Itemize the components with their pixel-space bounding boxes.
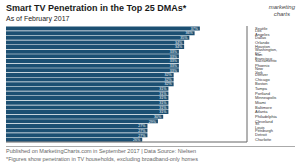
svg-text:27%: 27% (138, 124, 146, 128)
svg-text:31%: 31% (159, 92, 167, 96)
svg-text:31%: 31% (159, 87, 167, 91)
svg-text:31%: 31% (159, 101, 167, 105)
svg-text:34%: 34% (175, 41, 183, 45)
svg-text:31%: 31% (159, 96, 167, 100)
svg-text:35%: 35% (180, 36, 188, 40)
svg-text:36%: 36% (185, 31, 193, 35)
svg-text:33%: 33% (170, 64, 178, 68)
svg-text:33%: 33% (170, 55, 178, 59)
svg-text:32%: 32% (164, 82, 172, 86)
svg-text:29%: 29% (149, 120, 157, 124)
svg-text:32%: 32% (164, 73, 172, 77)
svg-text:33%: 33% (170, 59, 178, 63)
svg-text:Washington,DC: Washington,DC (255, 47, 277, 56)
svg-text:Charlotte: Charlotte (255, 137, 272, 142)
svg-text:27%: 27% (138, 134, 146, 138)
svg-text:27%: 27% (138, 129, 146, 133)
svg-text:33%: 33% (170, 50, 178, 54)
svg-text:26%: 26% (133, 138, 141, 142)
svg-text:33%: 33% (170, 69, 178, 73)
svg-text:31%: 31% (159, 110, 167, 114)
svg-text:30%: 30% (154, 115, 162, 119)
svg-text:31%: 31% (159, 106, 167, 110)
svg-text:34%: 34% (175, 45, 183, 49)
svg-text:37%: 37% (191, 27, 199, 31)
svg-text:32%: 32% (164, 78, 172, 82)
